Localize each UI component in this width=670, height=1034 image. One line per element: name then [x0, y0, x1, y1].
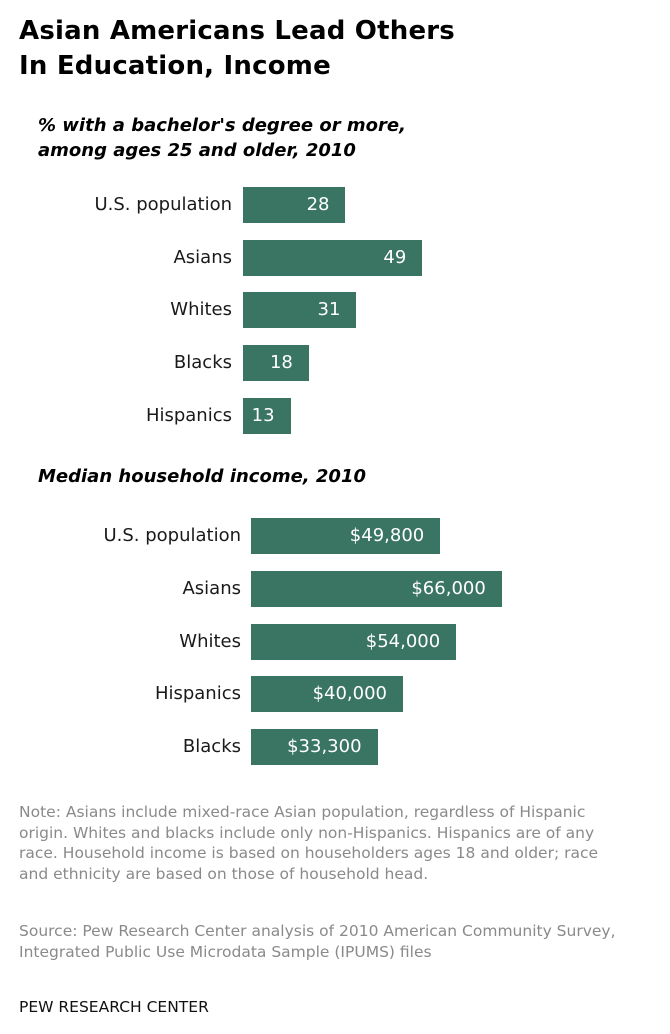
- bar-row: U.S. population $49,800: [0, 518, 670, 554]
- page-title: Asian Americans Lead Others In Education…: [19, 14, 455, 84]
- data-label: $66,000: [411, 577, 486, 599]
- data-label: 49: [383, 246, 407, 268]
- education-title-line-1: % with a bachelor's degree or more,: [38, 115, 406, 136]
- chart-source: Source: Pew Research Center analysis of …: [19, 922, 616, 961]
- category-label: U.S. population: [103, 525, 241, 546]
- category-label: Hispanics: [154, 683, 241, 705]
- brand-name: PEW RESEARCH CENTER: [19, 998, 209, 1016]
- bar: [243, 397, 291, 434]
- bar-row: Whites $54,000: [0, 623, 670, 660]
- chart-note: Note: Asians include mixed-race Asian po…: [19, 803, 599, 883]
- bar-row: Hispanics 13: [0, 397, 670, 434]
- bar: [243, 239, 423, 276]
- category-label: Blacks: [182, 736, 241, 758]
- data-label: $49,800: [349, 525, 425, 546]
- category-label: Blacks: [173, 352, 232, 374]
- category-label: Asians: [182, 577, 241, 599]
- title-line-2: In Education, Income: [19, 51, 331, 81]
- category-label: Whites: [179, 630, 241, 652]
- bar-row: Hispanics $40,000: [0, 676, 670, 713]
- bar-row: Asians $66,000: [0, 570, 670, 607]
- bar-row: Blacks 18: [0, 345, 670, 382]
- data-label: 13: [251, 404, 275, 426]
- bar: [251, 676, 403, 713]
- bar-row: Asians 49: [0, 239, 670, 276]
- bar-row: Whites 31: [0, 292, 670, 329]
- bar: [243, 187, 346, 223]
- category-label: Whites: [170, 299, 232, 321]
- bar: [251, 729, 378, 766]
- education-title-line-2: among ages 25 and older, 2010: [38, 140, 356, 161]
- bar: [243, 345, 309, 382]
- data-label: $54,000: [365, 630, 441, 652]
- data-label: $40,000: [312, 683, 387, 705]
- income-chart-title: Median household income, 2010: [38, 464, 366, 489]
- bar-row: U.S. population 28: [0, 187, 670, 223]
- bar: [243, 292, 357, 329]
- education-chart-title: % with a bachelor's degree or more, amon…: [38, 113, 406, 163]
- title-line-1: Asian Americans Lead Others: [19, 16, 455, 46]
- data-label: 28: [306, 194, 330, 215]
- data-label: 31: [317, 299, 341, 321]
- category-label: U.S. population: [94, 194, 232, 215]
- data-label: $33,300: [287, 736, 362, 758]
- bar: [251, 518, 441, 554]
- bar: [251, 623, 457, 660]
- bar: [251, 570, 502, 607]
- income-title-line-1: Median household income, 2010: [38, 466, 367, 487]
- bar-row: Blacks $33,300: [0, 729, 670, 766]
- data-label: 18: [269, 352, 293, 374]
- category-label: Asians: [173, 246, 232, 268]
- category-label: Hispanics: [145, 404, 232, 426]
